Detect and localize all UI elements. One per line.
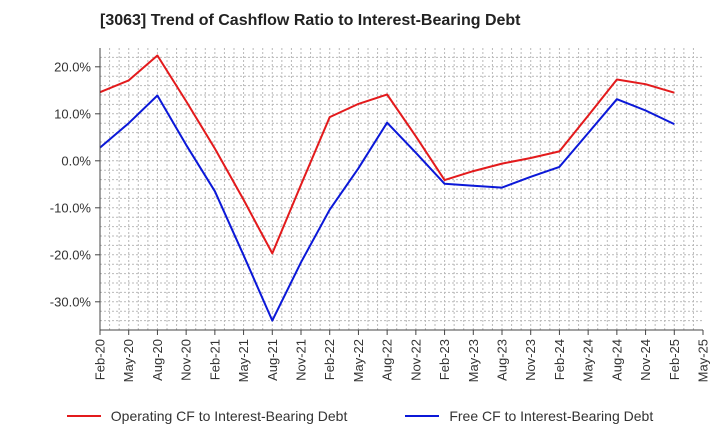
chart-title: [3063] Trend of Cashflow Ratio to Intere… <box>100 12 521 29</box>
series-line-free-cf <box>99 94 675 322</box>
x-tick-label: May-25 <box>696 339 711 382</box>
y-tick-label: -20.0% <box>50 247 92 262</box>
x-tick-label: May-21 <box>236 339 251 382</box>
series-line-operating-cf <box>99 54 675 255</box>
y-tick-label: 10.0% <box>54 106 91 121</box>
x-tick-label: Nov-22 <box>408 339 423 381</box>
y-tick-label: 0.0% <box>61 153 91 168</box>
x-tick-label: Nov-23 <box>523 339 538 381</box>
legend: Operating CF to Interest-Bearing Debt Fr… <box>0 404 720 428</box>
x-tick-label: Aug-23 <box>495 339 510 381</box>
axes: 20.0% 10.0% 0.0% -10.0% -20.0% -30.0% Feb-20 Ma… <box>50 48 711 382</box>
y-tick-label: -10.0% <box>50 200 92 215</box>
x-tick-label: May-23 <box>466 339 481 382</box>
x-tick-label: Aug-24 <box>609 339 624 381</box>
y-tick-label: -30.0% <box>50 294 92 309</box>
x-tick-label: Feb-24 <box>552 339 567 380</box>
x-tick-label: May-24 <box>581 339 596 382</box>
series-lines <box>99 54 675 322</box>
legend-swatch-operating-cf <box>66 415 101 417</box>
legend-item-free-cf: Free CF to Interest-Bearing Debt <box>405 408 653 424</box>
x-tick-label: Nov-20 <box>179 339 194 381</box>
legend-label-operating-cf: Operating CF to Interest-Bearing Debt <box>110 408 348 424</box>
x-tick-label: May-20 <box>121 339 136 382</box>
x-tick-label: Aug-22 <box>380 339 395 381</box>
grid <box>99 48 703 330</box>
x-tick-label: Feb-23 <box>437 339 452 380</box>
x-tick-label: May-22 <box>351 339 366 382</box>
x-tick-label: Aug-20 <box>150 339 165 381</box>
legend-item-operating-cf: Operating CF to Interest-Bearing Debt <box>66 408 348 424</box>
x-tick-label: Feb-25 <box>667 339 682 380</box>
x-tick-label: Feb-20 <box>93 339 108 380</box>
x-tick-label: Nov-24 <box>638 339 653 381</box>
x-tick-label: Feb-21 <box>207 339 222 380</box>
x-tick-label: Feb-22 <box>322 339 337 380</box>
y-tick-label: 20.0% <box>54 59 91 74</box>
x-tick-label: Aug-21 <box>265 339 280 381</box>
legend-swatch-free-cf <box>405 415 440 417</box>
legend-label-free-cf: Free CF to Interest-Bearing Debt <box>449 408 654 424</box>
x-tick-label: Nov-21 <box>294 339 309 381</box>
